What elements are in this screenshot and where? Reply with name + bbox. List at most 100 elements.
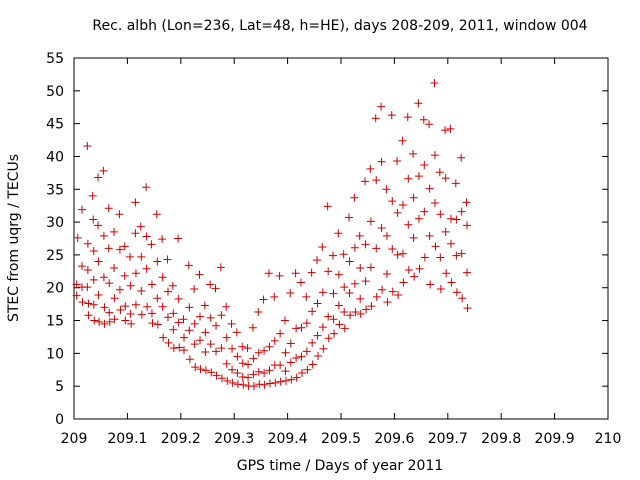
data-point	[393, 250, 402, 259]
y-tick-label: 15	[46, 314, 64, 330]
data-point	[457, 249, 466, 258]
data-point	[180, 333, 189, 342]
data-point	[137, 310, 146, 319]
data-point	[409, 233, 418, 242]
data-point	[463, 268, 472, 277]
x-tick-label: 209.6	[374, 431, 414, 447]
data-point	[388, 287, 397, 296]
data-point	[233, 352, 242, 361]
data-point	[260, 369, 269, 378]
data-point	[190, 319, 199, 328]
data-point	[100, 319, 109, 328]
data-point	[441, 126, 450, 135]
data-point	[116, 306, 125, 315]
data-point	[110, 294, 119, 303]
data-point	[463, 304, 472, 313]
data-point	[387, 111, 396, 120]
data-point	[169, 344, 178, 353]
data-point	[233, 369, 242, 378]
data-point	[451, 179, 460, 188]
x-tick-label: 209.3	[214, 431, 254, 447]
data-point	[153, 294, 162, 303]
data-point	[127, 319, 136, 328]
data-point	[89, 300, 98, 309]
y-tick-label: 10	[46, 346, 64, 362]
data-point	[78, 205, 87, 214]
data-point	[195, 270, 204, 279]
data-point	[120, 242, 129, 251]
data-point	[158, 302, 167, 311]
data-point	[303, 365, 312, 374]
data-point	[163, 313, 172, 322]
data-point	[350, 243, 359, 252]
data-point	[377, 102, 386, 111]
data-point	[147, 280, 156, 289]
data-point	[362, 305, 371, 314]
data-point	[276, 361, 285, 370]
data-point	[142, 183, 151, 192]
data-point	[212, 347, 221, 356]
data-point	[452, 251, 461, 260]
data-point	[287, 375, 296, 384]
data-point	[110, 315, 119, 324]
data-point	[355, 231, 364, 240]
data-point	[147, 309, 156, 318]
data-point	[95, 317, 104, 326]
data-point	[414, 99, 423, 108]
data-point	[297, 352, 306, 361]
data-point	[191, 363, 200, 372]
data-point	[367, 302, 376, 311]
x-tick-label: 209.1	[107, 431, 147, 447]
data-point	[280, 316, 289, 325]
y-tick-label: 45	[46, 117, 64, 133]
data-point	[72, 291, 81, 300]
data-point	[334, 301, 343, 310]
data-point	[463, 221, 472, 230]
data-point	[158, 273, 167, 282]
data-point	[404, 174, 413, 183]
data-point	[403, 113, 412, 122]
data-point	[323, 202, 332, 211]
data-point	[137, 287, 146, 296]
data-point	[104, 244, 113, 253]
data-point	[94, 173, 103, 182]
data-point	[249, 370, 258, 379]
x-axis-label: GPS time / Days of year 2011	[237, 458, 444, 474]
data-point	[271, 378, 280, 387]
data-point	[378, 285, 387, 294]
data-point	[88, 191, 97, 200]
data-point	[319, 344, 328, 353]
data-point	[232, 328, 241, 337]
data-point	[298, 369, 307, 378]
data-point	[382, 185, 391, 194]
data-point	[425, 231, 434, 240]
data-point	[73, 233, 82, 242]
data-point	[431, 242, 440, 251]
data-point	[180, 346, 189, 355]
data-point	[179, 315, 188, 324]
data-point	[307, 268, 316, 277]
data-point	[340, 308, 349, 317]
data-point	[228, 344, 237, 353]
data-point	[105, 308, 114, 317]
data-point	[302, 347, 311, 356]
data-point	[222, 333, 231, 342]
data-point	[120, 271, 129, 280]
data-point	[248, 323, 257, 332]
data-point	[330, 329, 339, 338]
data-point	[201, 348, 210, 357]
data-point	[105, 279, 114, 288]
data-point	[264, 269, 273, 278]
data-point	[430, 199, 439, 208]
y-tick-label: 0	[55, 412, 64, 428]
data-point	[99, 231, 108, 240]
y-tick-label: 40	[46, 149, 64, 165]
data-point	[83, 239, 92, 248]
data-point	[100, 303, 109, 312]
data-point	[350, 279, 359, 288]
data-point	[457, 153, 466, 162]
data-point	[441, 227, 450, 236]
data-point	[442, 269, 451, 278]
x-tick-label: 209.2	[161, 431, 201, 447]
data-point	[281, 376, 290, 385]
